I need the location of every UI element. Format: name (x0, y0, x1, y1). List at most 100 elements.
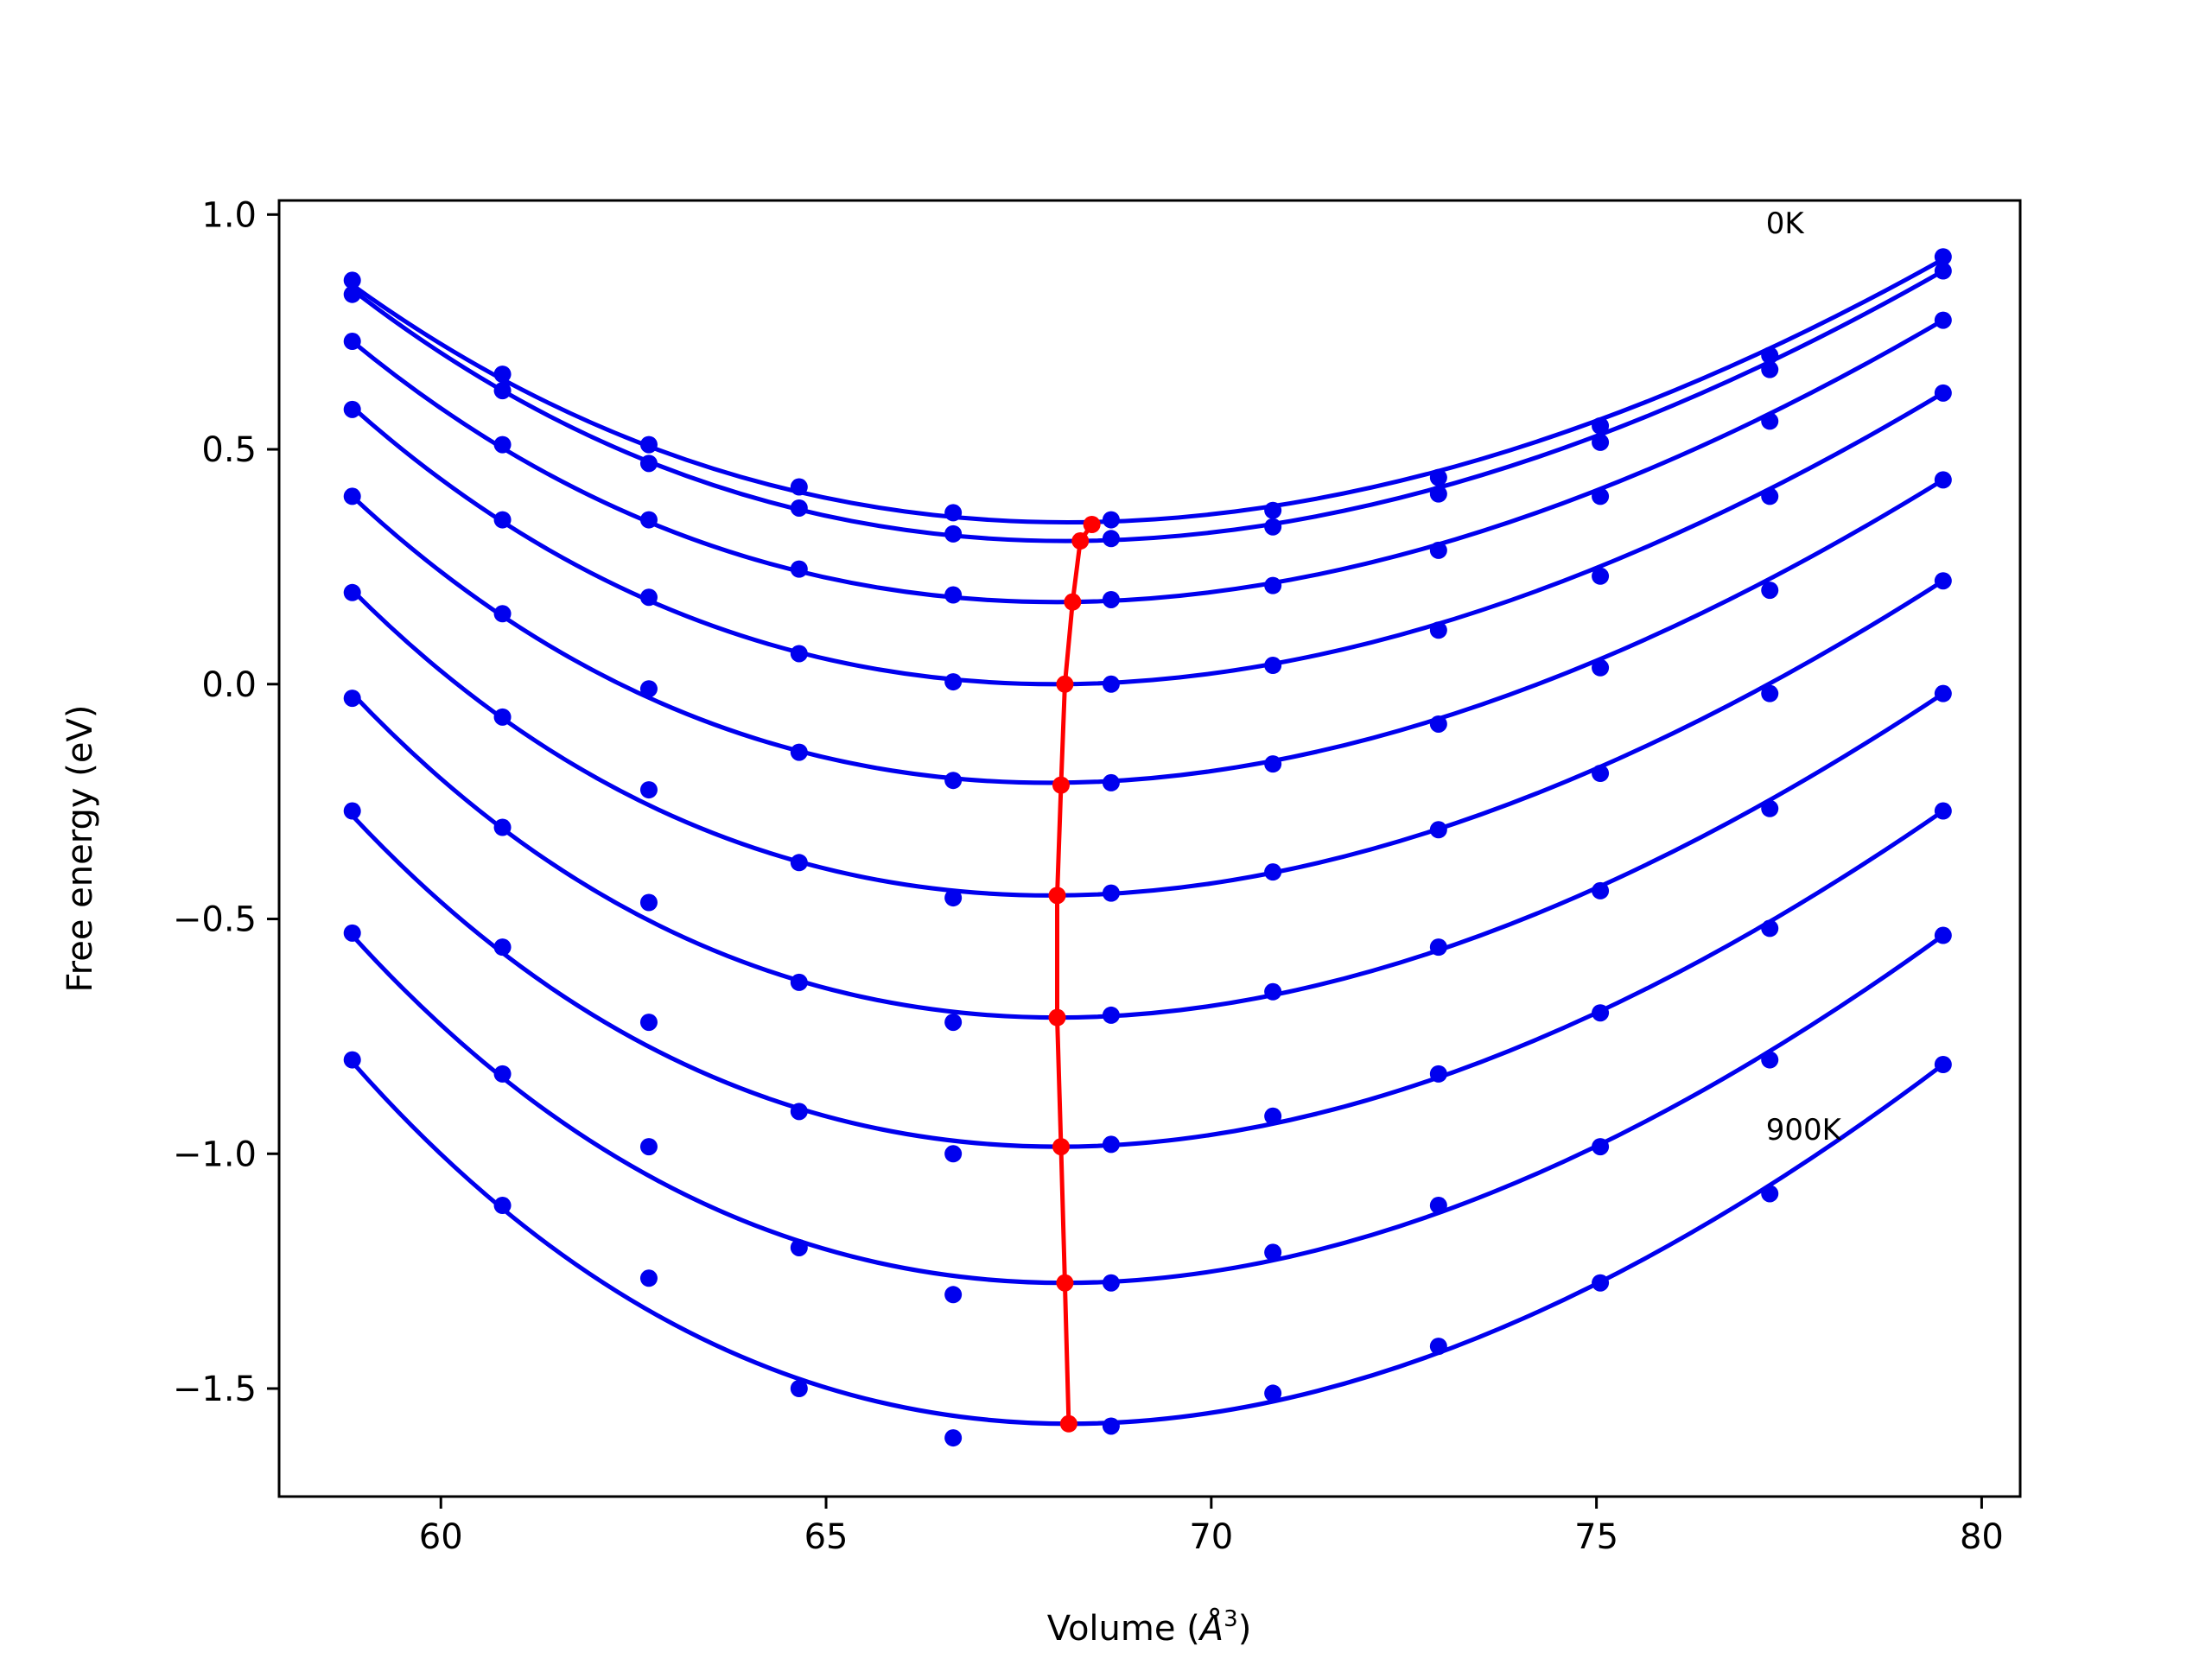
data-point (1934, 248, 1952, 266)
data-point (1102, 511, 1120, 529)
data-point (1264, 1243, 1282, 1262)
data-point (1761, 799, 1779, 817)
data-point (1761, 412, 1779, 430)
minimum-curve (1048, 516, 1101, 1433)
data-point (639, 680, 658, 698)
data-point (1761, 582, 1779, 600)
data-point (790, 645, 808, 663)
data-point (1429, 485, 1447, 503)
data-point (1934, 684, 1952, 702)
data-point (790, 1103, 808, 1121)
y-tick-label: 0.0 (201, 665, 257, 705)
minimum-point (1048, 1008, 1066, 1027)
minimum-point (1071, 532, 1090, 550)
data-point (1761, 1185, 1779, 1203)
data-point (1264, 501, 1282, 519)
minimum-point (1056, 1274, 1074, 1292)
data-point (944, 1286, 963, 1304)
minimum-point (1059, 1414, 1077, 1433)
data-point (944, 586, 963, 604)
data-point (343, 487, 361, 505)
data-point (1592, 881, 1610, 899)
data-point (639, 1269, 658, 1287)
data-point (1102, 1135, 1120, 1154)
data-point (1429, 821, 1447, 839)
data-point (1761, 919, 1779, 938)
data-point (1429, 1338, 1447, 1356)
x-tick-label: 70 (1189, 1517, 1233, 1557)
x-tick-label: 65 (804, 1517, 849, 1557)
data-point (1592, 1274, 1610, 1292)
x-axis-ticks: 60 65 70 75 80 (419, 1497, 2004, 1557)
annotation-label: 900K (1766, 1113, 1843, 1147)
data-point (493, 708, 512, 726)
data-point (1934, 802, 1952, 820)
data-point (639, 511, 658, 529)
data-point (790, 973, 808, 991)
data-point (1934, 311, 1952, 329)
data-point (343, 1051, 361, 1069)
data-point (1761, 360, 1779, 378)
data-point (944, 772, 963, 790)
data-point (493, 382, 512, 400)
data-point (1264, 518, 1282, 536)
data-point (1934, 262, 1952, 280)
data-point (639, 435, 658, 454)
data-points (343, 248, 1952, 1447)
minimum-line (1055, 523, 1094, 1424)
data-point (639, 588, 658, 607)
data-point (343, 271, 361, 289)
y-tick-label: −0.5 (173, 900, 257, 940)
y-tick-label: −1.0 (173, 1135, 257, 1174)
minimum-point (1056, 675, 1074, 693)
data-point (1102, 1006, 1120, 1024)
data-point (790, 1380, 808, 1397)
minimum-point (1052, 776, 1070, 794)
data-point (1102, 884, 1120, 902)
data-point (1934, 1056, 1952, 1073)
data-point (944, 524, 963, 543)
x-axis-label: Volume (Å3) (1047, 1606, 1252, 1649)
data-point (343, 924, 361, 942)
data-point (790, 1238, 808, 1256)
data-point (343, 333, 361, 351)
x-tick-label: 80 (1960, 1517, 2004, 1557)
data-point (493, 605, 512, 623)
data-point (1429, 468, 1447, 486)
data-point (493, 1197, 512, 1215)
data-point (1592, 658, 1610, 677)
x-tick-label: 60 (419, 1517, 463, 1557)
data-point (1102, 1274, 1120, 1292)
data-point (1429, 1065, 1447, 1083)
data-point (790, 560, 808, 578)
data-point (1429, 938, 1447, 957)
data-point (1102, 530, 1120, 548)
data-point (1429, 715, 1447, 733)
annotations: 0K 900K (1766, 207, 1843, 1147)
data-point (944, 1145, 963, 1163)
data-point (1934, 384, 1952, 402)
data-point (944, 504, 963, 522)
plot-area-frame (277, 199, 2022, 1498)
minimum-point (1083, 516, 1101, 533)
data-point (790, 499, 808, 517)
data-point (944, 1429, 963, 1447)
y-tick-label: 1.0 (201, 195, 257, 235)
data-point (1761, 1051, 1779, 1069)
data-point (493, 938, 512, 957)
data-point (1264, 1384, 1282, 1402)
data-point (343, 583, 361, 601)
data-point (1761, 487, 1779, 505)
data-point (1264, 576, 1282, 594)
y-axis-ticks: −1.5 −1.0 −0.5 0.0 0.5 1.0 (173, 195, 279, 1409)
minimum-point (1048, 887, 1066, 905)
minimum-point (1052, 1138, 1070, 1156)
data-point (1264, 863, 1282, 881)
x-tick-label: 75 (1574, 1517, 1618, 1557)
data-point (790, 854, 808, 872)
data-point (1102, 773, 1120, 791)
data-point (1102, 1417, 1120, 1435)
data-point (1592, 567, 1610, 585)
minimum-point (1064, 593, 1082, 611)
data-point (639, 1014, 658, 1032)
